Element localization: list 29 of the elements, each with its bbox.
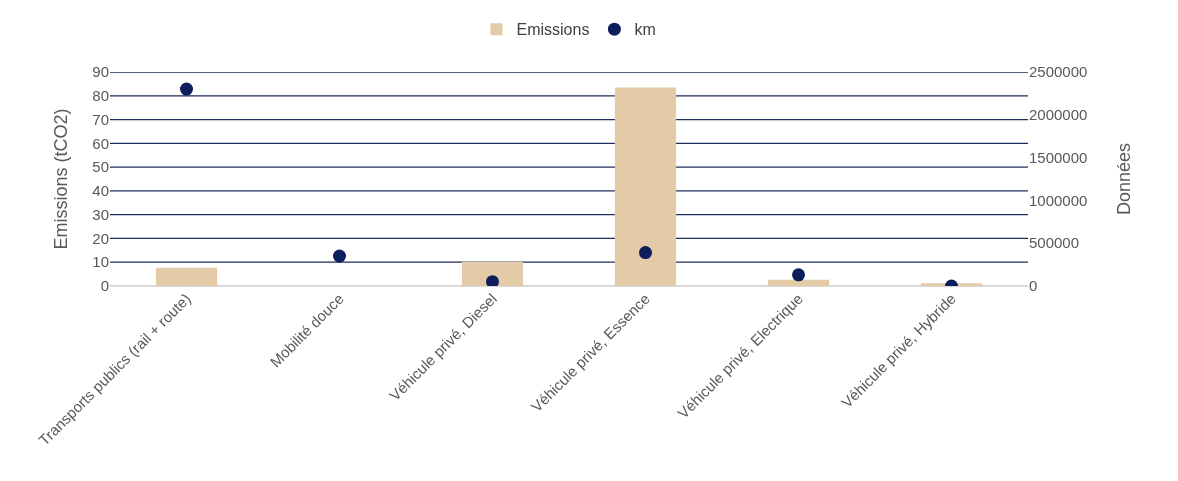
y2-tick-label: 0: [1029, 277, 1038, 295]
y-tick-label: 10: [92, 253, 109, 271]
y-tick-label: 20: [92, 229, 109, 247]
y-tick-label: 40: [92, 182, 109, 200]
y2-tick-label: 1000000: [1029, 191, 1088, 209]
y2-tick-label: 500000: [1029, 234, 1080, 252]
bar: [461, 261, 524, 286]
y-tick-label: 70: [92, 110, 109, 128]
bar: [767, 279, 830, 286]
y-tick-label: 50: [92, 158, 109, 176]
y-tick-label: 30: [92, 205, 109, 223]
y2-tick-label: 2500000: [1029, 63, 1088, 81]
bar: [155, 267, 218, 286]
y2-tick-label: 2000000: [1029, 106, 1088, 124]
y-tick-label: 80: [92, 87, 109, 105]
point: [180, 82, 193, 96]
y2-axis-title: Données: [1113, 142, 1134, 216]
y-tick-label: 0: [100, 277, 109, 295]
point: [792, 268, 805, 282]
y2-tick-label: 1500000: [1029, 148, 1088, 166]
point: [333, 249, 346, 263]
legend-label: Emissions: [516, 21, 590, 39]
y-axis-title: Emissions (tCO2): [50, 108, 71, 250]
y-tick-label: 60: [92, 134, 109, 152]
bar: [614, 87, 677, 286]
point: [486, 275, 499, 286]
legend-label: km: [634, 21, 656, 39]
y-tick-label: 90: [92, 63, 109, 81]
point: [639, 246, 652, 260]
